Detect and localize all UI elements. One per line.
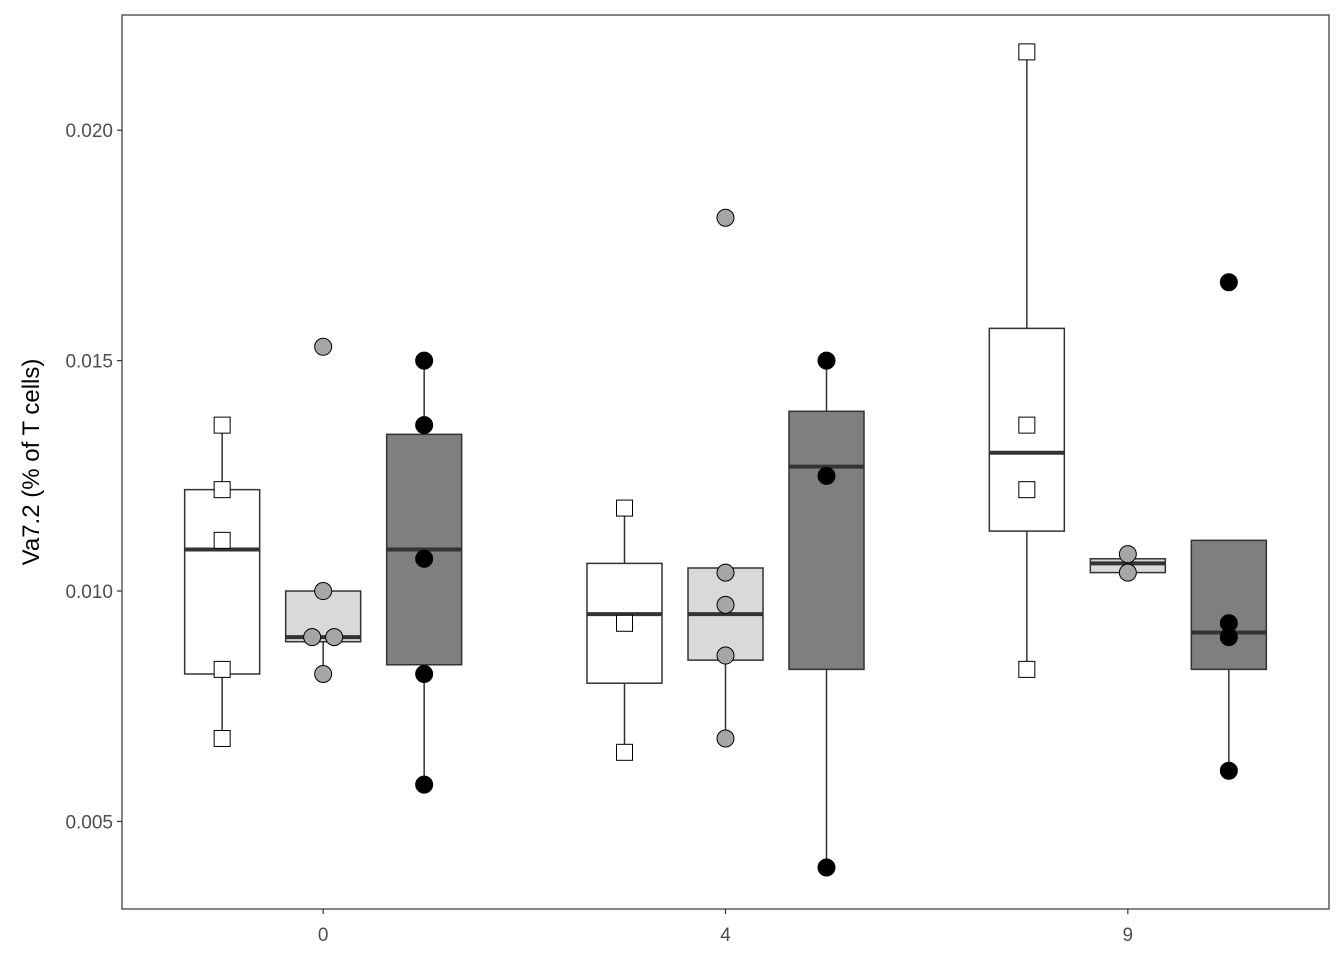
box-iqr [788,410,865,671]
x-tick-label: 4 [720,925,731,946]
x-axis: 0 4 9 [318,909,1133,946]
data-point-circle [1118,563,1137,582]
data-point-circle [325,628,344,647]
data-point-circle [314,664,333,683]
box-group [1190,273,1268,780]
y-tick-label: 0.020 [65,121,113,142]
data-point-square [213,416,231,434]
data-point-circle [716,208,735,227]
data-point-circle [817,466,836,485]
data-point-circle [415,775,434,794]
data-point-circle [415,549,434,568]
data-point-circle [303,628,322,647]
y-axis-title: Va7.2 (% of T cells) [18,359,45,566]
box-group [788,351,865,877]
data-point-square [1018,481,1036,499]
box-group [586,499,663,761]
data-point-square [616,614,633,632]
box-group [183,416,261,747]
data-point-circle [1219,761,1238,780]
data-point-circle [314,337,333,356]
box-group [284,337,362,683]
data-point-circle [716,646,735,665]
x-tick-label: 0 [318,925,329,946]
data-point-circle [314,582,333,601]
data-point-circle [817,351,836,370]
data-point-circle [716,563,735,582]
box-group [988,43,1066,678]
data-point-circle [1219,628,1238,647]
data-point-square [616,499,633,517]
data-point-circle [415,351,434,370]
data-point-square [213,660,231,678]
data-point-square [1018,43,1036,61]
y-axis: 0.005 0.010 0.015 0.020 [65,121,122,833]
box-iqr [183,488,261,675]
data-point-square [213,481,231,499]
data-point-circle [716,729,735,748]
data-point-circle [415,664,434,683]
box-group [1089,545,1167,582]
x-tick-label: 9 [1123,925,1134,946]
data-point-circle [415,416,434,435]
data-point-circle [1219,273,1238,292]
data-point-square [213,531,231,549]
box-group [687,208,764,748]
data-point-square [616,743,633,761]
chart-marks [183,43,1268,877]
box-iqr [1190,539,1268,671]
data-point-circle [1118,545,1137,564]
data-point-circle [817,858,836,877]
data-point-circle [716,595,735,614]
data-point-square [1018,660,1036,678]
box-group [385,351,463,794]
y-tick-label: 0.010 [65,582,113,603]
y-tick-label: 0.015 [65,352,113,373]
data-point-square [213,729,231,747]
y-tick-label: 0.005 [65,812,113,833]
data-point-square [1018,416,1036,434]
